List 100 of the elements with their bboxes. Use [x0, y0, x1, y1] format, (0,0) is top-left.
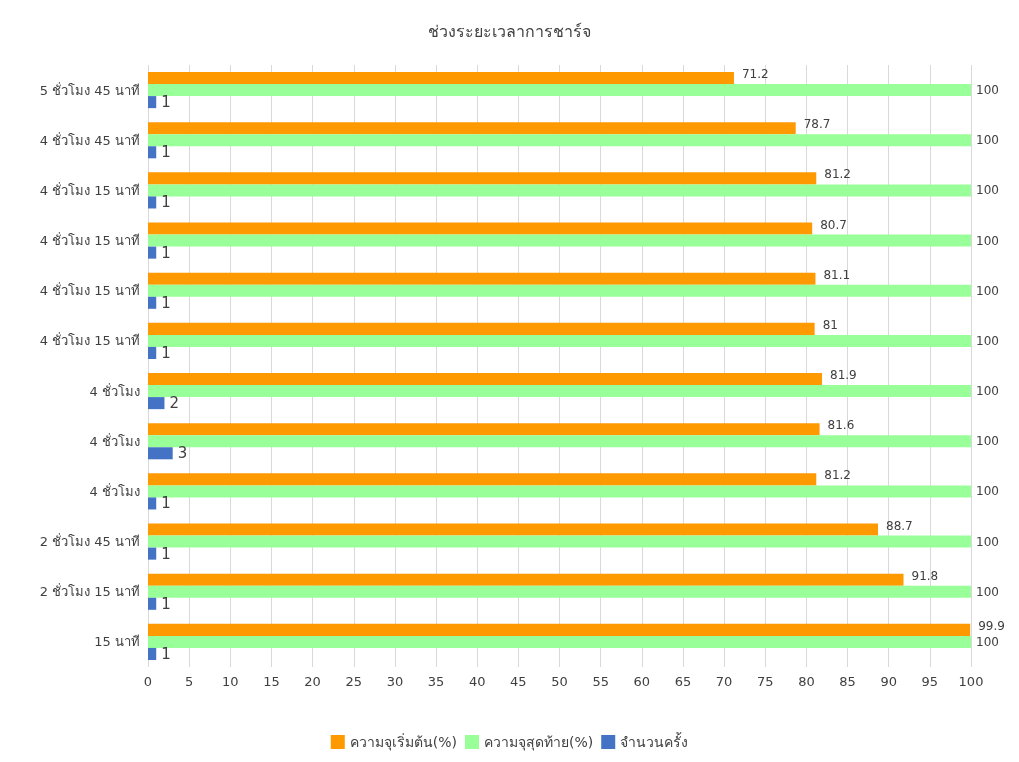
bar	[148, 246, 157, 259]
y-tick-label: 4 ชั่วโมง 15 นาที	[39, 282, 140, 299]
bar	[148, 435, 971, 448]
data-label: 100	[976, 534, 999, 549]
x-tick-label: 25	[345, 674, 363, 689]
data-label: 1	[161, 594, 171, 613]
data-label: 1	[161, 143, 171, 162]
data-label: 1	[161, 243, 171, 262]
x-tick-label: 95	[921, 674, 939, 689]
x-tick-label: 85	[839, 674, 856, 689]
x-tick-label: 60	[633, 674, 651, 689]
data-label: 100	[976, 233, 999, 248]
bar	[148, 146, 157, 159]
y-tick-label: 4 ชั่วโมง 15 นาที	[39, 332, 140, 349]
x-tick-label: 5	[185, 674, 194, 689]
data-label: 100	[976, 333, 999, 348]
bar	[148, 497, 157, 510]
data-label: 78.7	[803, 117, 831, 132]
data-label: 3	[177, 444, 188, 463]
data-label: 81.6	[827, 418, 855, 433]
y-tick-label: 5 ชั่วโมง 45 นาที	[39, 81, 140, 98]
data-label: 100	[976, 183, 999, 198]
y-tick-label: 2 ชั่วโมง 45 นาที	[39, 533, 140, 550]
bar	[148, 647, 157, 660]
bar	[148, 322, 815, 335]
bar	[148, 96, 157, 109]
bar	[148, 473, 817, 486]
y-tick-label: 2 ชั่วโมง 15 นาที	[39, 583, 140, 600]
bar	[148, 222, 813, 235]
data-label: 100	[976, 634, 999, 649]
data-label: 1	[161, 544, 171, 563]
bar	[148, 134, 971, 147]
bar	[148, 547, 157, 560]
bar	[148, 296, 157, 309]
bar	[148, 635, 971, 648]
bar	[148, 373, 823, 386]
bar	[148, 585, 971, 598]
chart-title: ช่วงระยะเวลาการชาร์จ	[428, 21, 591, 41]
data-label: 1	[161, 343, 171, 362]
data-label: 1	[161, 494, 171, 513]
bar	[148, 334, 971, 347]
x-tick-label: 15	[263, 674, 280, 689]
data-label: 88.7	[886, 518, 913, 533]
data-label: 81	[822, 317, 838, 332]
x-tick-label: 75	[756, 674, 774, 689]
y-tick-label: 15 นาที	[94, 634, 140, 650]
y-tick-label: 4 ชั่วโมง	[89, 482, 140, 499]
data-label: 100	[976, 384, 999, 399]
data-label: 100	[976, 434, 999, 449]
bar	[148, 196, 157, 209]
bar	[148, 84, 971, 97]
bar	[148, 397, 165, 410]
data-label: 81.9	[830, 368, 857, 383]
bar	[148, 122, 796, 135]
data-label: 1	[161, 193, 171, 212]
data-label: 71.2	[741, 67, 769, 82]
bar	[148, 485, 971, 498]
data-label: 81.2	[824, 167, 851, 182]
data-label: 99.9	[978, 618, 1005, 633]
data-label: 91.8	[911, 568, 939, 583]
legend-label: จำนวนครั้ง	[620, 732, 689, 750]
x-tick-label: 10	[222, 674, 239, 689]
x-tick-label: 20	[304, 674, 321, 689]
y-tick-label: 4 ชั่วโมง	[89, 382, 140, 399]
data-label: 100	[976, 584, 999, 599]
bar	[148, 623, 971, 636]
bar	[148, 284, 971, 297]
data-label: 81.2	[824, 468, 851, 483]
x-tick-label: 0	[143, 674, 153, 689]
x-tick-label: 80	[798, 674, 815, 689]
x-tick-label: 45	[510, 674, 527, 689]
bar	[148, 535, 971, 548]
bar	[148, 234, 971, 247]
bar	[148, 172, 817, 185]
legend-label: ความจุเริ่มต้น(%)	[349, 733, 458, 751]
y-tick-label: 4 ชั่วโมง 45 นาที	[39, 131, 140, 148]
data-label: 100	[976, 83, 999, 98]
bar	[148, 72, 734, 85]
data-label: 100	[976, 283, 999, 298]
bar	[148, 346, 157, 359]
bar	[148, 447, 173, 460]
bar	[148, 385, 971, 398]
data-label: 80.7	[820, 217, 847, 232]
legend-label: ความจุสุดท้าย(%)	[484, 734, 594, 751]
x-tick-label: 100	[958, 674, 984, 689]
x-tick-label: 65	[674, 674, 692, 689]
bar	[148, 272, 816, 285]
data-label: 1	[161, 93, 171, 112]
y-tick-label: 4 ชั่วโมง 15 นาที	[39, 232, 140, 249]
bar	[148, 423, 820, 436]
x-tick-label: 40	[468, 674, 486, 689]
x-tick-label: 50	[551, 674, 568, 689]
data-label: 100	[976, 484, 999, 499]
x-tick-label: 55	[592, 674, 609, 689]
data-label: 81.1	[823, 267, 851, 282]
data-label: 2	[169, 394, 180, 413]
y-tick-label: 4 ชั่วโมง	[89, 432, 140, 449]
x-tick-label: 35	[427, 674, 445, 689]
x-tick-label: 70	[715, 674, 733, 689]
bar	[148, 184, 971, 197]
